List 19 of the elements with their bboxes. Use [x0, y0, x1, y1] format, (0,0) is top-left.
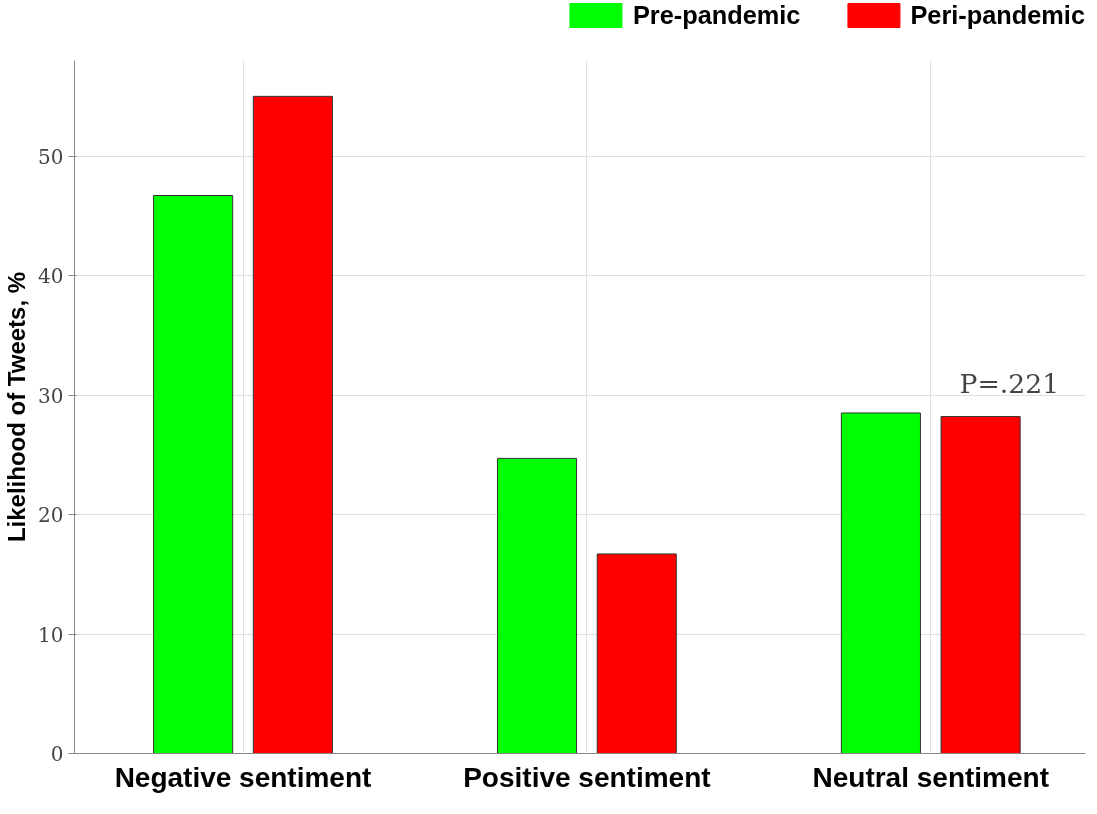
bar [840, 412, 921, 754]
x-tick-label: Positive sentiment [463, 761, 711, 793]
y-tick-label: 10 [38, 622, 64, 647]
bar [252, 95, 333, 754]
y-tick-label: 40 [38, 264, 64, 289]
y-tick-label: 0 [50, 742, 64, 766]
annotation: P=.221 [959, 367, 1060, 399]
bar [496, 457, 578, 754]
y-tick-label: 50 [38, 144, 64, 169]
legend-label: Pre-pandemic [632, 0, 801, 30]
y-axis-title: Likelihood of Tweets, % [3, 271, 31, 543]
bar [940, 416, 1021, 754]
y-tick-label: 20 [38, 503, 64, 528]
bar [596, 553, 677, 754]
y-tick-label: 30 [38, 383, 64, 408]
legend-label: Peri-pandemic [910, 0, 1085, 30]
bar [153, 195, 234, 754]
x-tick-label: Neutral sentiment [812, 761, 1050, 793]
x-tick-label: Negative sentiment [114, 761, 372, 793]
